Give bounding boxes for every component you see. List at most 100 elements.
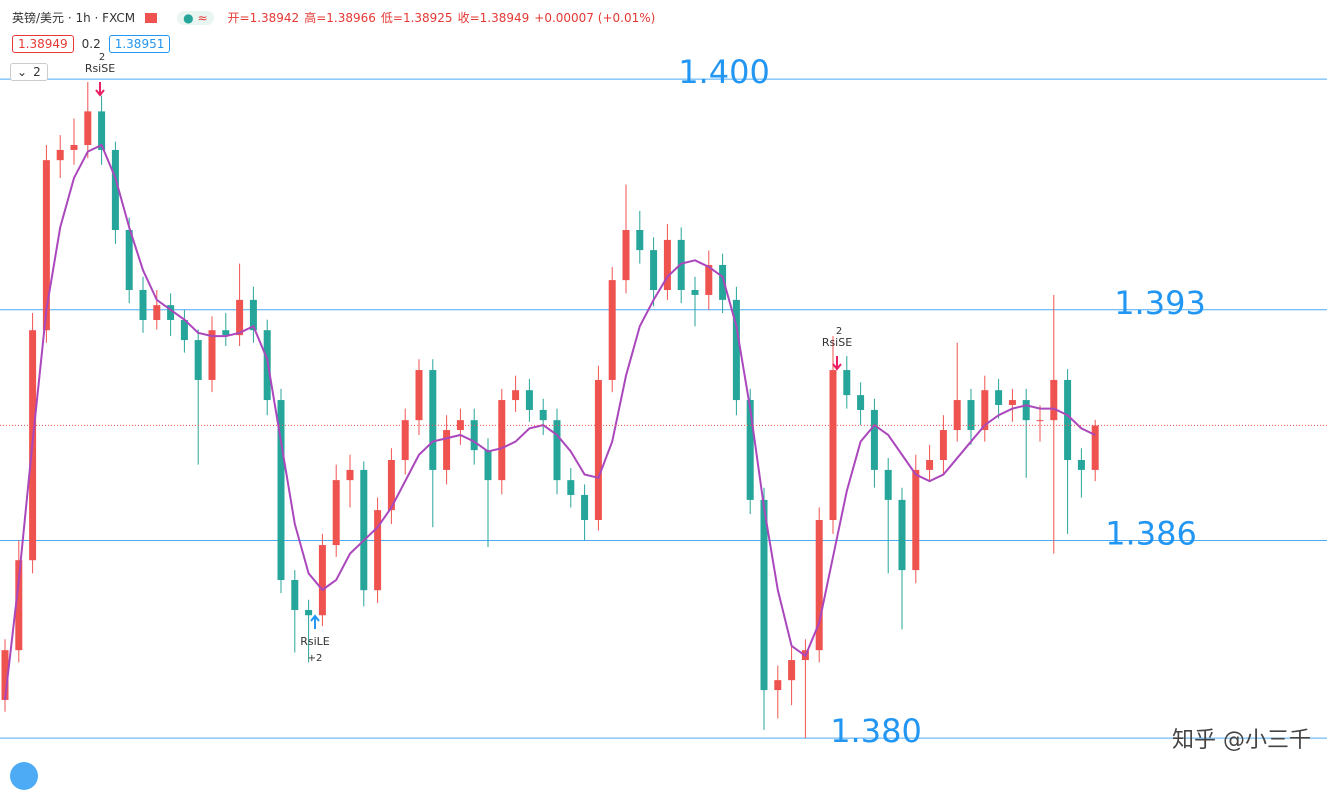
candle-body: [1064, 379, 1072, 461]
candle-body: [291, 579, 299, 610]
candle-body: [139, 289, 147, 320]
flag-icon[interactable]: [145, 12, 158, 23]
candle-body: [636, 230, 644, 251]
candle-body: [581, 494, 589, 521]
candle-body: [456, 420, 464, 431]
candle-body: [222, 330, 230, 336]
collapse-count: 2: [33, 65, 41, 79]
open: 开=1.38942: [227, 11, 300, 25]
signal-count: 2: [99, 52, 105, 63]
low: 低=1.38925: [380, 11, 453, 25]
signal-label: RsiLE: [300, 635, 330, 648]
candle-body: [194, 340, 202, 380]
candle-body: [1022, 400, 1030, 421]
candle-body: [84, 111, 92, 145]
legend-header: 英镑/美元 · 1h · FXCM ● ≈ 开=1.38942 高=1.3896…: [12, 9, 655, 26]
candle-body: [401, 420, 409, 461]
candle-body: [691, 289, 699, 295]
signal-arrow: [832, 356, 842, 371]
candle-body: [236, 299, 244, 336]
close: 收=1.38949: [457, 11, 530, 25]
bid[interactable]: 1.38949: [12, 35, 74, 53]
candle-body: [967, 400, 975, 431]
signal-count: +2: [308, 653, 323, 664]
candle-body: [1036, 420, 1044, 422]
candle-body: [746, 400, 754, 500]
candle-body: [346, 469, 354, 481]
candle-body: [332, 480, 340, 546]
candle-body: [318, 545, 326, 616]
spread: 0.2: [81, 37, 101, 51]
candle-body: [56, 149, 64, 161]
candle-body: [788, 660, 796, 681]
candle-body: [650, 250, 658, 290]
candle-body: [939, 430, 947, 461]
candle-body: [553, 420, 561, 481]
candle-body: [1008, 400, 1016, 405]
candle-body: [594, 379, 602, 521]
candle-body: [70, 144, 78, 150]
candle-body: [953, 400, 961, 431]
watermark: 知乎 @小三千: [1172, 728, 1311, 753]
candle-body: [443, 430, 451, 470]
candle-body: [498, 400, 506, 481]
candle-body: [305, 609, 313, 616]
quote-row: 1.38949 0.2 1.38951: [12, 35, 178, 53]
symbol: 英镑/美元 · 1h · FXCM: [12, 11, 136, 25]
candle-body: [470, 420, 478, 451]
candle-body: [539, 409, 547, 421]
candle-body: [1077, 460, 1085, 470]
candle-body: [15, 560, 23, 651]
candle-body: [387, 460, 395, 511]
candle-body: [484, 450, 492, 481]
change: +0.00007 (+0.01%): [534, 10, 656, 25]
candle-body: [732, 299, 740, 401]
candle-body: [153, 305, 161, 320]
status-pill[interactable]: ● ≈: [177, 10, 214, 25]
ask[interactable]: 1.38951: [108, 35, 171, 53]
candle-body: [608, 280, 616, 380]
level-label: 1.380: [830, 712, 922, 750]
candle-body: [98, 111, 106, 150]
candle-body: [415, 370, 423, 421]
candle-body: [774, 680, 782, 691]
candle-body: [912, 469, 920, 571]
candle-body: [567, 480, 575, 495]
candle-body: [374, 510, 382, 591]
candle-body: [995, 390, 1003, 405]
candle-body: [870, 409, 878, 470]
signal-arrow: [310, 614, 320, 629]
level-label: 1.400: [678, 53, 770, 91]
candle-body: [884, 469, 892, 500]
signal-label: RsiSE: [822, 336, 852, 349]
candle-body: [512, 390, 520, 401]
signal-count: 2: [836, 326, 842, 337]
level-label: 1.393: [1114, 284, 1206, 322]
candle-body: [111, 149, 119, 231]
candle-body: [719, 264, 727, 300]
candle-body: [829, 370, 837, 521]
candle-body: [167, 305, 175, 320]
candle-body: [525, 390, 533, 410]
logo: [10, 762, 38, 790]
candle-body: [249, 299, 257, 331]
candle-body: [981, 390, 989, 431]
candle-body: [815, 520, 823, 651]
candle-body: [843, 370, 851, 396]
candle-body: [1, 650, 9, 700]
candle-body: [705, 264, 713, 295]
candle-body: [857, 395, 865, 410]
signal-arrow: [95, 82, 105, 97]
high: 高=1.38966: [304, 11, 376, 25]
candle-body: [208, 330, 216, 380]
ma-line: [4, 143, 1096, 701]
candle-body: [926, 460, 934, 470]
candle-body: [1091, 425, 1099, 470]
collapse-button[interactable]: ⌄ 2: [10, 63, 48, 81]
candle-body: [1050, 379, 1058, 421]
level-label: 1.386: [1105, 514, 1197, 552]
candle-body: [760, 499, 768, 691]
candle-body: [898, 499, 906, 571]
signal-label: RsiSE: [85, 62, 115, 75]
